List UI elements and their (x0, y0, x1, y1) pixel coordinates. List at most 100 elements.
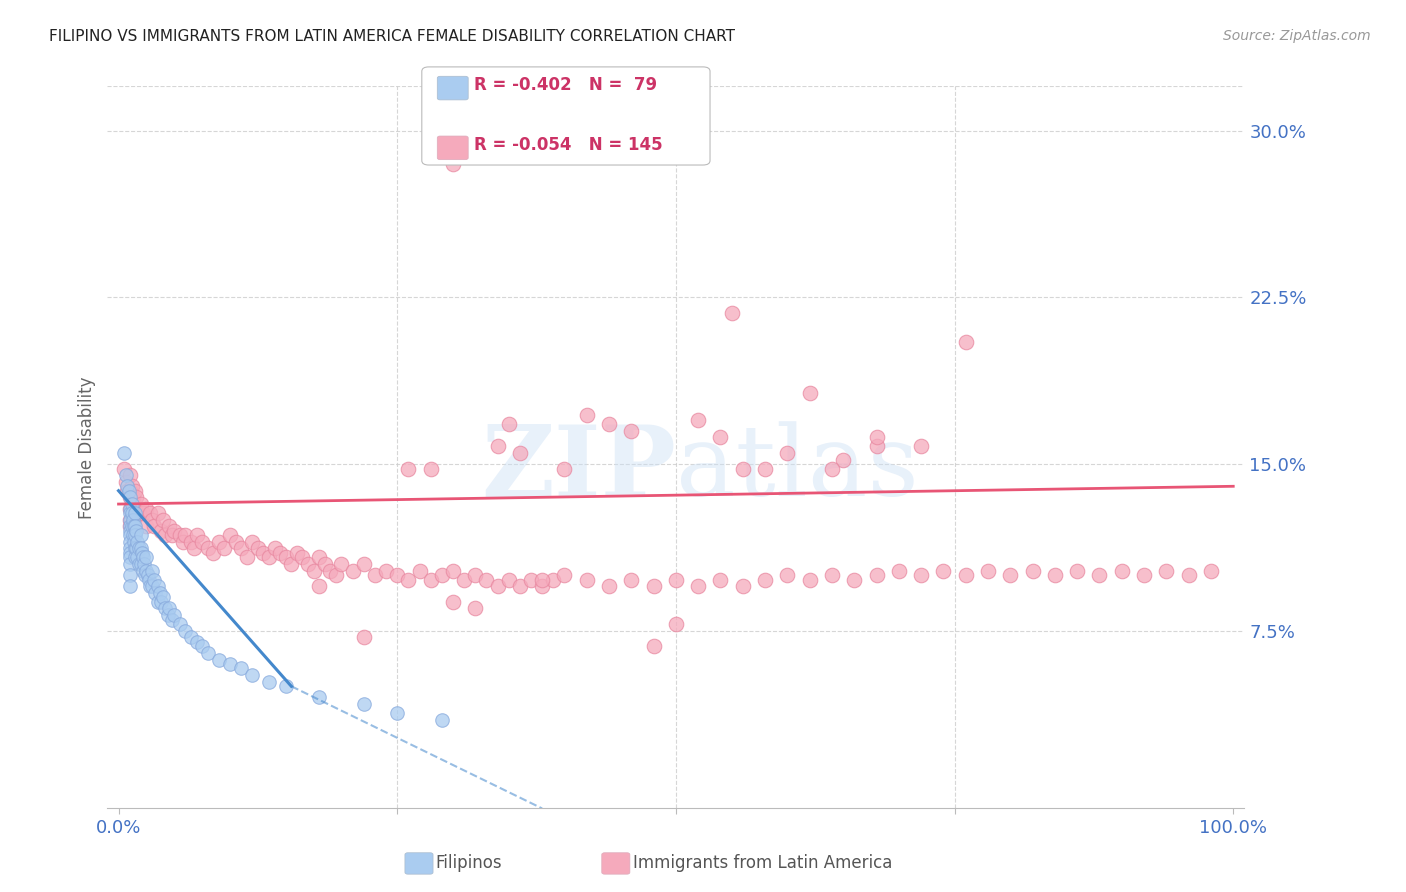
Point (118, 468, 141, 483)
Point (1021, 564, 1043, 578)
Point (364, 568, 387, 582)
Point (235, 550, 257, 565)
Point (127, 534, 149, 549)
Point (269, 546, 291, 560)
Point (208, 652, 231, 666)
Point (118, 541, 141, 556)
Point (118, 519, 141, 533)
Point (531, 579, 554, 593)
Point (486, 439, 509, 453)
Point (1156, 564, 1178, 578)
Point (118, 524, 141, 538)
Point (129, 497, 152, 511)
Point (115, 475, 138, 489)
Point (1111, 564, 1133, 578)
Point (197, 541, 219, 556)
Point (754, 573, 776, 587)
Point (865, 430, 887, 444)
Point (122, 528, 145, 542)
Point (118, 483, 141, 498)
Point (149, 524, 172, 538)
Point (118, 513, 141, 527)
Point (543, 573, 565, 587)
Point (1066, 564, 1088, 578)
Point (132, 550, 155, 565)
Point (325, 568, 347, 582)
Point (135, 550, 157, 565)
Point (1043, 568, 1066, 582)
Point (731, 461, 754, 475)
Point (183, 541, 205, 556)
Point (118, 557, 141, 571)
Point (709, 573, 731, 587)
Point (419, 461, 441, 475)
Point (821, 568, 844, 582)
Point (240, 668, 263, 682)
Point (163, 608, 186, 623)
Point (122, 519, 145, 533)
Point (441, 157, 464, 171)
Point (191, 639, 214, 653)
Point (139, 579, 162, 593)
Point (118, 546, 141, 560)
Point (844, 573, 866, 587)
Point (118, 550, 141, 565)
Point (932, 564, 955, 578)
Point (202, 546, 225, 560)
Point (257, 550, 280, 565)
Point (575, 573, 598, 587)
Point (197, 646, 219, 660)
Point (598, 579, 620, 593)
Point (865, 568, 887, 582)
Point (143, 519, 166, 533)
Point (118, 501, 141, 516)
Point (124, 541, 146, 556)
Point (1199, 564, 1222, 578)
Point (353, 557, 375, 571)
Point (118, 528, 141, 542)
Point (163, 524, 186, 538)
Point (174, 624, 197, 638)
Point (157, 519, 180, 533)
Point (124, 528, 146, 542)
Point (441, 564, 464, 578)
Point (720, 306, 742, 320)
Point (396, 461, 419, 475)
Point (136, 568, 159, 582)
Point (231, 541, 253, 556)
Point (191, 534, 214, 549)
Text: Immigrants from Latin America: Immigrants from Latin America (633, 855, 891, 872)
Point (302, 564, 325, 578)
Point (155, 601, 177, 615)
Point (498, 417, 520, 431)
Point (186, 635, 208, 649)
Point (977, 564, 1000, 578)
Point (134, 568, 156, 582)
Point (688, 579, 710, 593)
Point (308, 690, 330, 705)
Point (464, 568, 486, 582)
Point (169, 528, 191, 542)
Point (118, 506, 141, 520)
Point (353, 697, 375, 711)
Point (263, 541, 285, 556)
Point (124, 501, 146, 516)
Text: R = -0.054   N = 145: R = -0.054 N = 145 (474, 136, 662, 153)
Point (121, 519, 143, 533)
Text: ZIP: ZIP (481, 420, 676, 517)
Point (129, 528, 152, 542)
Point (128, 557, 150, 571)
Point (127, 550, 149, 565)
Point (131, 546, 153, 560)
Point (910, 439, 932, 453)
Point (330, 557, 353, 571)
Point (955, 334, 977, 349)
Point (124, 483, 146, 498)
Point (387, 706, 409, 720)
Point (620, 573, 643, 587)
Point (118, 534, 141, 549)
Point (865, 439, 887, 453)
Point (598, 417, 620, 431)
Text: R = -0.402   N =  79: R = -0.402 N = 79 (474, 76, 657, 94)
Point (274, 550, 297, 565)
